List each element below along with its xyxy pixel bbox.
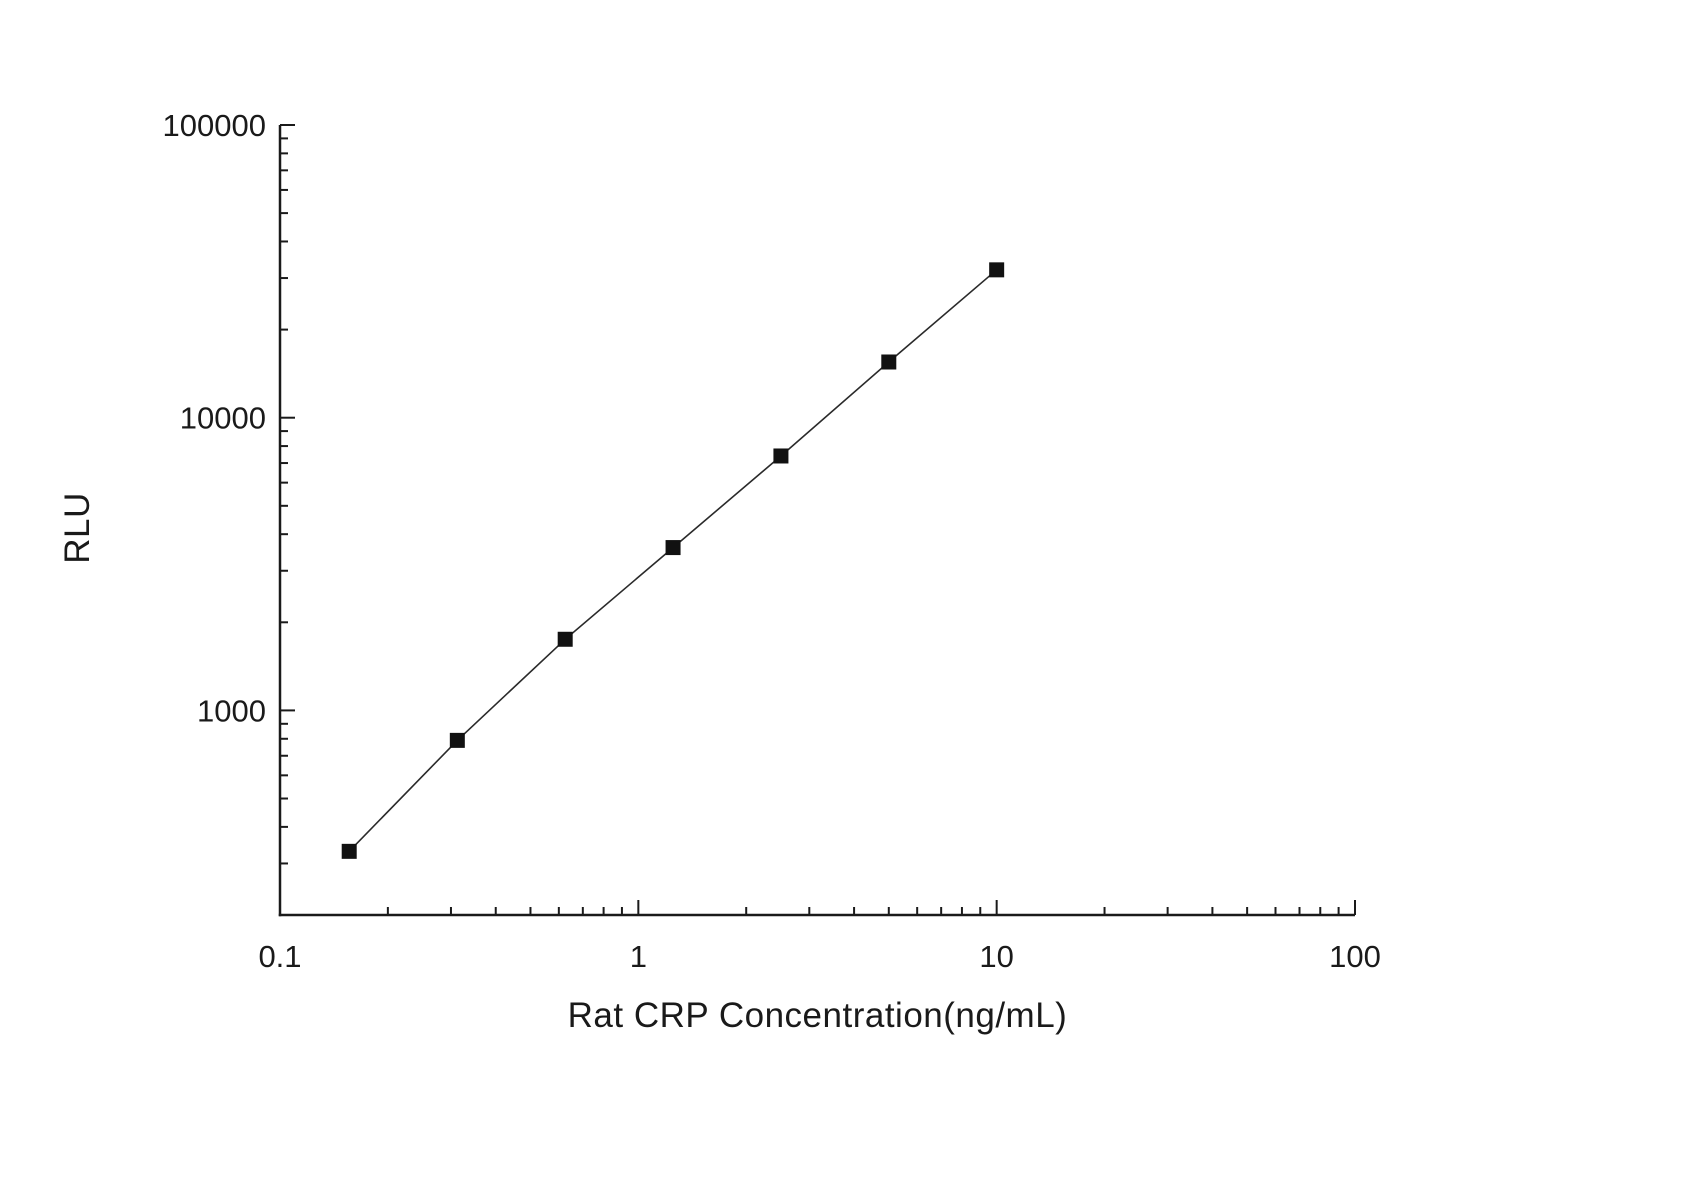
x-tick-label: 1 xyxy=(630,939,647,974)
y-axis-title: RLU xyxy=(58,492,97,564)
y-tick-label: 10000 xyxy=(180,401,266,436)
data-point xyxy=(341,843,357,859)
y-tick-label: 100000 xyxy=(163,108,266,143)
x-axis-title: Rat CRP Concentration(ng/mL) xyxy=(567,996,1068,1035)
data-point xyxy=(773,448,789,464)
data-point xyxy=(989,262,1005,278)
data-point xyxy=(881,354,897,370)
data-point xyxy=(449,732,465,748)
series-line xyxy=(348,269,998,852)
x-tick-label: 0.1 xyxy=(258,939,301,974)
x-tick-label: 10 xyxy=(979,939,1013,974)
data-point xyxy=(665,540,681,556)
y-tick-label: 1000 xyxy=(197,693,266,728)
x-tick-label: 100 xyxy=(1329,939,1381,974)
data-point xyxy=(557,631,573,647)
